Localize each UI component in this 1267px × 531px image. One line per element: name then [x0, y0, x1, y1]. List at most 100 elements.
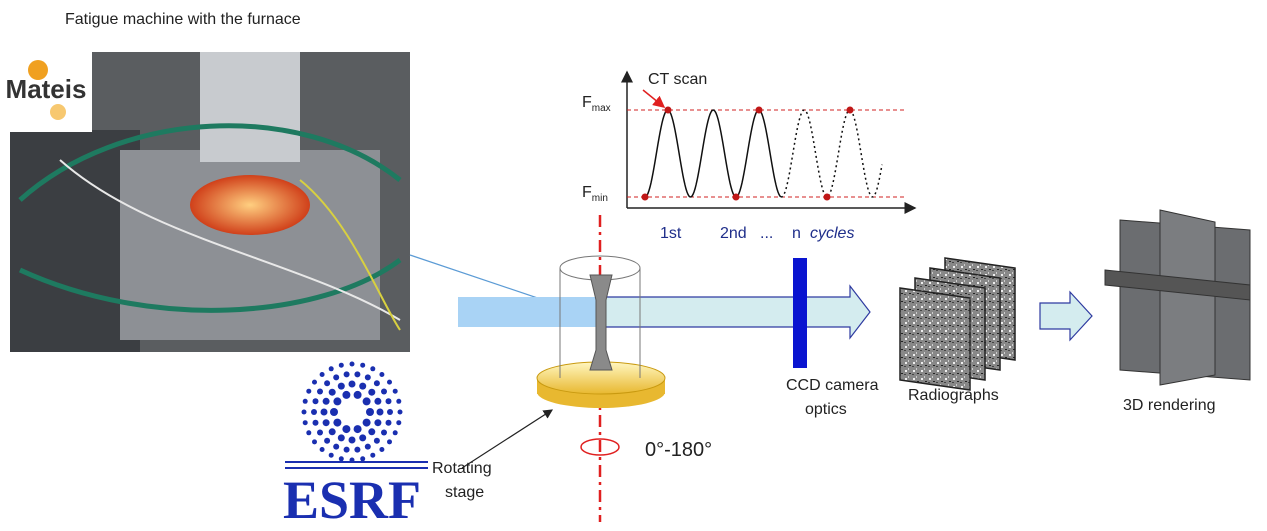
rendering [1104, 209, 1251, 386]
logo-dot [333, 397, 342, 406]
mateis-text: Mateis [6, 74, 87, 104]
logo-dot [392, 430, 398, 436]
logo-dot [379, 447, 385, 452]
logo-dot [301, 409, 307, 415]
logo-dot [366, 408, 374, 416]
logo-dot [359, 434, 367, 442]
logo-dot [333, 443, 340, 450]
logo-dot [385, 419, 392, 426]
logo-dot [342, 390, 351, 399]
logo-dot [306, 430, 312, 436]
scan-point [846, 106, 854, 114]
text: max [592, 103, 611, 114]
text: n [792, 225, 801, 242]
logo-dot [381, 388, 387, 395]
logo-dot [364, 443, 371, 450]
sample-cell [559, 255, 641, 378]
logo-dot [328, 428, 336, 436]
logo-dot [319, 372, 325, 377]
logo-dot [302, 420, 308, 426]
scan-point [755, 106, 763, 114]
logo-dot [348, 436, 356, 444]
machine-photo [10, 52, 410, 352]
text: ... [760, 225, 773, 242]
pointer [461, 409, 554, 469]
logo-dot [359, 382, 367, 390]
logo-dot [320, 408, 328, 416]
logo-dot [343, 371, 350, 378]
logo-dot [328, 388, 336, 396]
logo-dot [392, 388, 398, 394]
load-graph [621, 70, 917, 214]
cycle-labels: 1st 2nd ... n cycles [660, 225, 854, 242]
logo-dot [312, 419, 319, 426]
esrf-logo [301, 361, 403, 463]
logo-dot [342, 425, 351, 434]
logo-dot [387, 409, 393, 415]
scan-point [641, 193, 649, 201]
logo-dot [302, 398, 308, 404]
logo-dot [373, 437, 380, 444]
logo-dot [348, 380, 356, 388]
logo-dot [322, 419, 330, 427]
radiographs [899, 257, 1016, 391]
logo-dot [311, 409, 317, 415]
logo-dot [364, 374, 371, 381]
logo-dot [317, 388, 323, 395]
text: F [582, 184, 592, 201]
logo-dot [328, 366, 334, 372]
logo-dot [333, 418, 342, 427]
logo-dot [343, 446, 350, 453]
scan-point [732, 193, 740, 201]
logo-dot [312, 398, 319, 405]
logo-dot [337, 382, 345, 390]
logo-dot [324, 380, 331, 387]
logo-dot [338, 362, 344, 368]
logo-dot [349, 361, 355, 367]
text: 1st [660, 225, 682, 242]
logo-dot [319, 447, 325, 452]
logo-dot [374, 419, 382, 427]
text: cycles [810, 225, 854, 242]
logo-dot [362, 418, 371, 427]
logo-dot [360, 362, 366, 368]
logo-dot [338, 456, 344, 462]
logo-dot [353, 390, 362, 399]
text: 2nd [720, 225, 747, 242]
logo-dot [387, 439, 392, 445]
logo-dot [396, 398, 402, 404]
rotation-symbol [580, 438, 620, 456]
logo-dot [312, 439, 317, 445]
scan-point [664, 106, 672, 114]
ct-scan-label: CT scan [648, 71, 707, 88]
beam [458, 297, 598, 327]
logo-dot [337, 434, 345, 442]
logo-dot [317, 429, 323, 436]
logo-dot [368, 388, 376, 396]
logo-dot [333, 374, 340, 381]
logo-dot [324, 437, 331, 444]
logo-dot [362, 397, 371, 406]
logo-dot [322, 397, 330, 405]
ccd-label: CCD camera [786, 377, 879, 394]
logo-dot [373, 380, 380, 387]
logo-dot [354, 371, 361, 378]
logo-dot [328, 452, 334, 458]
logo-dot [396, 420, 402, 426]
fmax-label: Fmax [582, 94, 611, 114]
fmin-label: Fmin [582, 184, 608, 204]
logo-dot [379, 372, 385, 377]
logo-dot [368, 428, 376, 436]
logo-dot [370, 452, 376, 458]
logo-dot [353, 425, 362, 434]
logo-dot [381, 429, 387, 436]
logo-dot [376, 408, 384, 416]
rendering-label: 3D rendering [1123, 397, 1216, 414]
stage-label: stage [445, 484, 484, 501]
text: min [592, 193, 608, 204]
logo-dot [387, 379, 392, 385]
logo-dot [385, 398, 392, 405]
scan-point [823, 193, 831, 201]
beam-arrow [597, 284, 871, 340]
